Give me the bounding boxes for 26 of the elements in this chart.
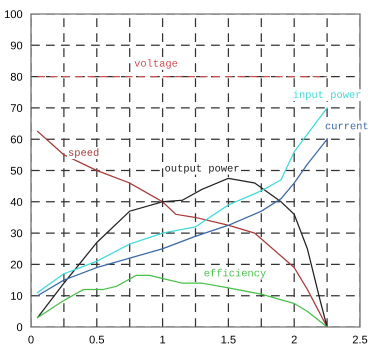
- series-label: current: [326, 122, 368, 130]
- line-series: [36, 138, 328, 296]
- y-tick-label: 80: [10, 72, 22, 81]
- series-label: speed: [68, 148, 98, 158]
- y-tick-label: 10: [11, 292, 22, 300]
- y-tick-label: 30: [10, 229, 22, 238]
- x-tick-label: 0.5: [90, 336, 104, 344]
- series-label: efficiency: [204, 268, 266, 278]
- y-tick-label: 100: [4, 10, 22, 18]
- y-tick-label: 40: [10, 198, 22, 206]
- line-series: [36, 178, 328, 327]
- y-tick-label: 20: [10, 260, 22, 269]
- line-series: [36, 130, 328, 327]
- series-label: input power: [293, 90, 361, 100]
- x-tick-label: 1: [160, 336, 166, 344]
- y-tick-label: 60: [10, 135, 22, 144]
- y-tick-label: 90: [10, 42, 22, 50]
- x-tick-label: 1.5: [222, 336, 236, 344]
- y-tick-label: 50: [10, 166, 22, 175]
- x-tick-label: 2: [292, 336, 297, 344]
- series-label: voltage: [134, 59, 178, 69]
- x-tick-label: 2.5: [352, 336, 368, 344]
- y-tick-label: 70: [10, 104, 22, 112]
- x-tick-label: 0: [28, 336, 34, 344]
- y-tick-label: 0: [16, 323, 22, 332]
- series-label: output power: [165, 164, 239, 174]
